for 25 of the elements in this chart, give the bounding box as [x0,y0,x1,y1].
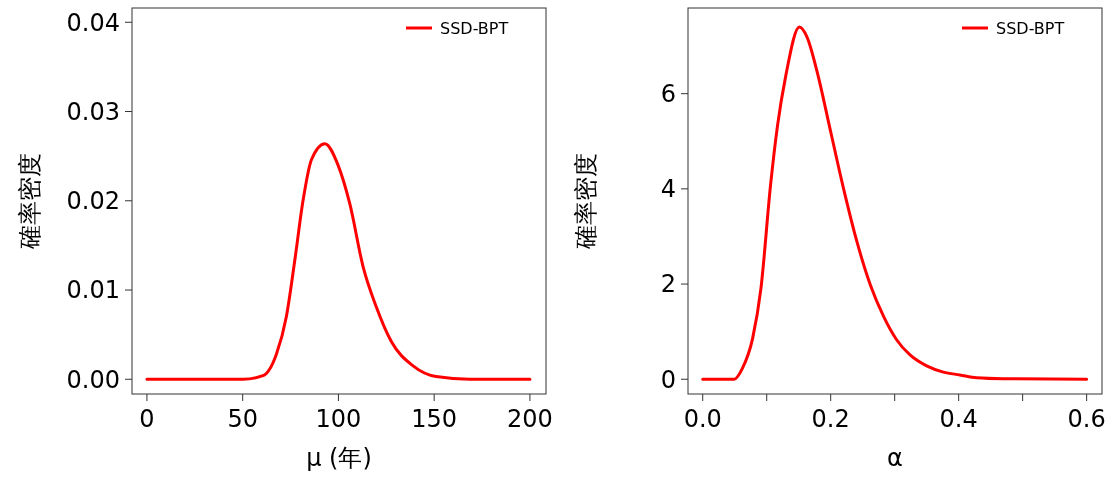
line-series [145,142,532,381]
y-tick-label: 0.02 [66,187,120,216]
y-axis-title: 確率密度 [572,153,600,250]
x-tick-label: 0.4 [939,405,978,433]
x-tick-label: 0.6 [1067,405,1106,433]
x-tick-label: 150 [411,405,458,433]
y-tick-label: 0 [660,365,676,394]
x-tick-label: 100 [315,405,362,433]
x-tick-label: 50 [227,405,258,433]
x-tick-label: 0.0 [683,405,722,433]
x-tick-label: 0 [139,405,155,433]
y-tick-label: 0.00 [66,365,120,394]
x-tick-label: 200 [507,405,553,433]
x-tick-label: 0.2 [811,405,850,433]
y-tick-label: 6 [660,80,676,109]
y-tick-label: 0.03 [66,97,120,126]
y-tick-label: 2 [660,270,676,299]
legend-label: SSD-BPT [996,18,1065,38]
x-axis-title: α [887,444,903,472]
legend-label: SSD-BPT [440,18,509,38]
y-axis-title: 確率密度 [16,153,44,250]
y-tick-label: 0.04 [66,8,120,37]
x-axis-title: μ (年) [306,444,372,472]
y-tick-label: 0.01 [66,276,120,305]
y-tick-label: 4 [660,175,676,204]
